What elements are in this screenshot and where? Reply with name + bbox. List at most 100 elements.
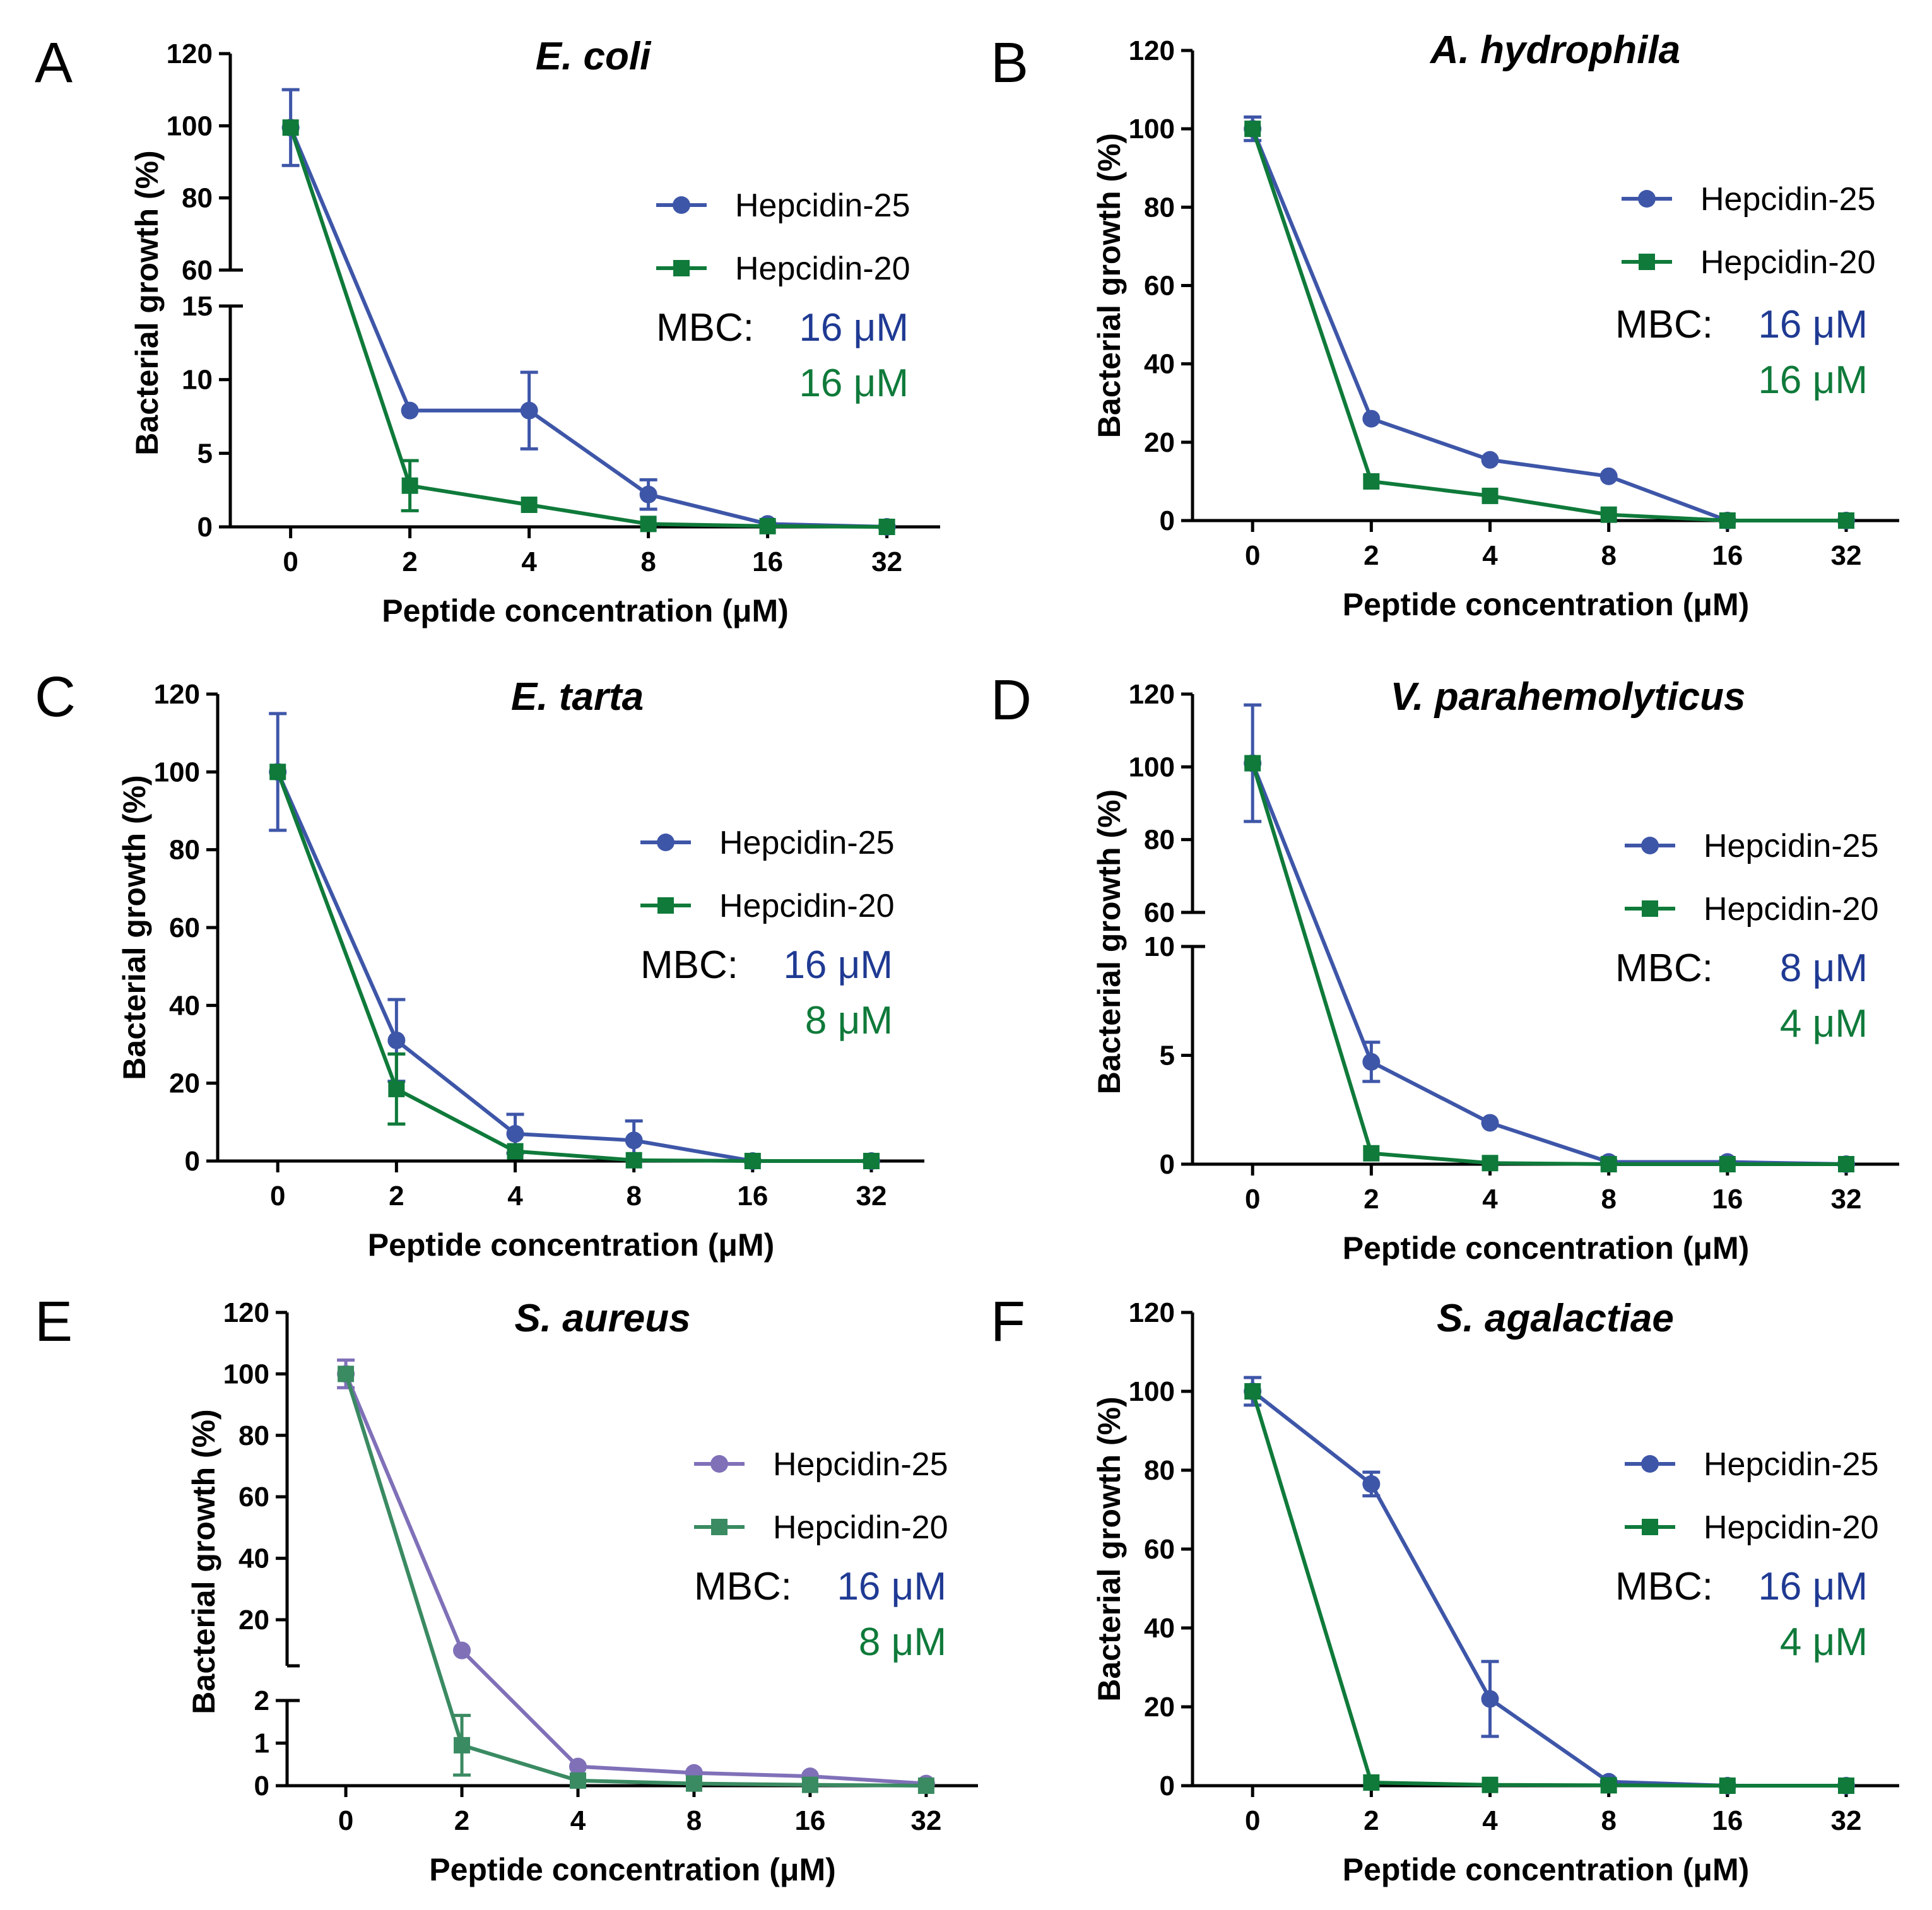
legend-label: Hepcidin-20 xyxy=(1704,891,1879,928)
x-tick-label: 32 xyxy=(856,1181,887,1211)
series-hepcidin-25 xyxy=(1244,703,1855,1173)
data-point-square xyxy=(1838,1156,1854,1172)
y-tick-label: 60 xyxy=(1144,271,1175,302)
y-tick-label: 80 xyxy=(1144,192,1175,223)
x-tick-label: 32 xyxy=(1831,1184,1862,1215)
y-tick-label: 100 xyxy=(1129,114,1175,144)
data-point-square xyxy=(801,1776,818,1793)
chart-panel-c: 0 20 40 60 80 100 120 0 2 4 8 16 32 Peptide concentra… xyxy=(35,666,924,1263)
series-line-segment xyxy=(810,1774,927,1786)
data-point-square xyxy=(863,1153,880,1169)
legend-label: Hepcidin-25 xyxy=(1700,181,1876,218)
series-hepcidin-20 xyxy=(1244,121,1854,529)
mbc-annotation: MBC: 16 μM 16 μM xyxy=(656,306,909,405)
x-tick-label: 4 xyxy=(1482,1184,1498,1215)
data-point-square xyxy=(401,477,418,494)
y-tick-label: 15 xyxy=(182,291,213,322)
series-line-segment xyxy=(1251,128,1374,482)
data-point-square xyxy=(640,516,657,533)
mbc-value: 16 μM xyxy=(799,362,909,405)
series-line-segment xyxy=(693,1781,810,1787)
series-line-segment xyxy=(529,503,649,526)
series-hepcidin-20 xyxy=(282,119,895,535)
y-tick-label: 80 xyxy=(169,835,200,866)
data-point-square xyxy=(1838,512,1854,529)
series-line-segment xyxy=(647,492,769,526)
y-tick-label: 2 xyxy=(254,1685,269,1716)
chart-panel-f: 0 20 40 60 80 100 120 0 2 4 8 16 32 Peptide concentra… xyxy=(991,1290,1899,1887)
y-tick-label: 20 xyxy=(1144,1692,1175,1723)
x-tick-label: 32 xyxy=(1831,540,1862,571)
series-line-segment xyxy=(1488,1697,1610,1784)
series-line-segment xyxy=(461,1743,579,1783)
x-tick-label: 0 xyxy=(1245,1184,1260,1215)
data-point-square xyxy=(507,1143,524,1160)
data-point-square xyxy=(1600,506,1617,523)
legend: Hepcidin-25 Hepcidin-20 xyxy=(640,825,895,924)
x-tick-label: 2 xyxy=(389,1181,404,1211)
series-line-segment xyxy=(767,524,887,529)
panel-letter: B xyxy=(991,32,1028,95)
data-point-circle xyxy=(1481,1114,1499,1132)
data-point-circle xyxy=(1362,1052,1381,1071)
series-line-segment xyxy=(1490,493,1610,517)
chart-title: S. agalactiae xyxy=(1437,1297,1674,1340)
x-tick-label: 0 xyxy=(1245,540,1260,571)
x-tick-label: 4 xyxy=(507,1181,523,1211)
x-tick-label: 4 xyxy=(1482,1805,1498,1836)
mbc-value: 8 μM xyxy=(1780,946,1868,990)
y-tick-label: 100 xyxy=(223,1359,269,1389)
x-tick-label: 2 xyxy=(1364,540,1379,571)
mbc-annotation: MBC: 16 μM 4 μM xyxy=(1615,1565,1868,1664)
data-point-square xyxy=(1481,487,1499,504)
data-point-circle xyxy=(1362,410,1381,428)
x-axis-label: Peptide concentration (μM) xyxy=(368,1227,775,1263)
y-tick-label: 100 xyxy=(1129,752,1175,782)
y-tick-label: 1 xyxy=(254,1728,269,1759)
x-tick-label: 32 xyxy=(871,546,902,577)
chart-title: A. hydrophila xyxy=(1429,28,1680,72)
x-tick-label: 0 xyxy=(283,546,298,577)
y-tick-label: 120 xyxy=(167,38,213,69)
mbc-value: 16 μM xyxy=(799,306,909,350)
series-line-segment xyxy=(344,1373,464,1651)
data-point-square xyxy=(338,1365,355,1382)
series-line-segment xyxy=(633,1158,753,1163)
series-hepcidin-25 xyxy=(269,712,880,1170)
mbc-value: 8 μM xyxy=(805,999,893,1042)
series-line-segment xyxy=(1490,457,1610,478)
x-axis-label: Peptide concentration (μM) xyxy=(1343,1852,1750,1887)
legend: Hepcidin-25 Hepcidin-20 xyxy=(1622,181,1876,281)
legend-label: Hepcidin-20 xyxy=(719,888,895,924)
legend-marker-circle xyxy=(1641,1455,1659,1473)
legend-label: Hepcidin-25 xyxy=(735,187,910,224)
legend: Hepcidin-25 Hepcidin-20 xyxy=(656,187,910,287)
mbc-value: 8 μM xyxy=(859,1620,946,1664)
y-tick-label: 120 xyxy=(154,679,200,710)
mbc-annotation: MBC: 16 μM 8 μM xyxy=(640,943,893,1042)
y-tick-label: 0 xyxy=(254,1771,269,1801)
y-tick-label: 80 xyxy=(239,1420,269,1451)
mbc-value: 4 μM xyxy=(1780,1002,1868,1046)
mbc-prefix: MBC: xyxy=(640,943,738,987)
data-point-circle xyxy=(401,401,419,420)
y-axis-label: Bacterial growth (%) xyxy=(186,1409,221,1714)
series-line-segment xyxy=(1489,1121,1610,1164)
y-tick-label: 0 xyxy=(185,1146,200,1177)
x-axis-label: Peptide concentration (μM) xyxy=(1343,587,1750,622)
series-line-segment xyxy=(1608,475,1728,522)
panel-letter: D xyxy=(991,669,1032,732)
x-tick-label: 8 xyxy=(1601,540,1616,571)
y-tick-label: 0 xyxy=(1160,1771,1175,1801)
legend-marker-square xyxy=(657,897,674,914)
y-axis-label: Bacterial growth (%) xyxy=(1092,1396,1127,1701)
x-tick-label: 16 xyxy=(794,1805,825,1836)
series-line-segment xyxy=(810,1783,926,1788)
series-line-segment xyxy=(1371,1781,1490,1787)
x-tick-label: 8 xyxy=(1601,1805,1616,1836)
x-tick-label: 0 xyxy=(1245,1805,1260,1836)
series-line-segment xyxy=(276,771,399,1042)
chart-panel-b: 0 20 40 60 80 100 120 0 2 4 8 16 32 Peptide concentra… xyxy=(991,28,1899,622)
data-point-square xyxy=(1244,1383,1261,1400)
panel-letter: E xyxy=(35,1290,73,1353)
